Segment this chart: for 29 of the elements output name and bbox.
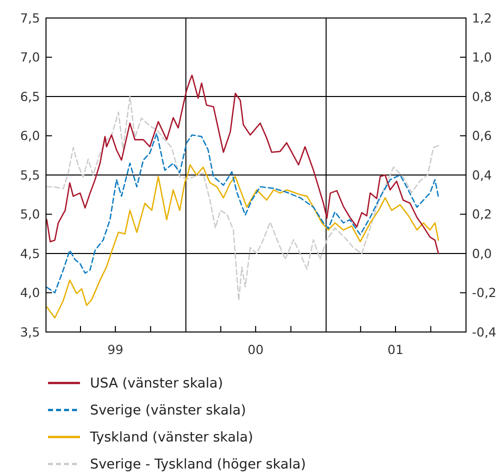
- x-tick-label: 01: [388, 342, 404, 357]
- y-tick-label: 3,5: [20, 324, 40, 340]
- y-tick-label: 5,0: [20, 206, 40, 222]
- y-tick-label: 5,5: [20, 167, 40, 182]
- y2-tick-label: -0,2: [472, 285, 496, 300]
- y-tick-label: 6,5: [20, 88, 40, 104]
- x-tick-label: 00: [248, 342, 264, 357]
- legend-label: Sverige - Tyskland (höger skala): [90, 456, 306, 472]
- x-tick-label: 99: [107, 342, 124, 357]
- y-tick-label: 4,0: [20, 285, 40, 300]
- y-tick-label: 4,5: [20, 246, 40, 261]
- legend-label: Sverige (vänster skala): [90, 402, 246, 419]
- y2-tick-label: 1,2: [472, 10, 492, 26]
- line-series: [46, 132, 440, 294]
- legend-label: USA (vänster skala): [90, 376, 223, 392]
- y2-tick-label: -0,4: [472, 324, 496, 340]
- y2-tick-label: 0,4: [472, 167, 492, 182]
- y2-tick-label: 0,8: [472, 88, 492, 104]
- legend-label: Tyskland (vänster skala): [89, 430, 254, 446]
- y2-tick-label: 0,6: [472, 128, 492, 144]
- line-series: [46, 96, 440, 302]
- y-tick-label: 7,5: [20, 10, 40, 26]
- y2-tick-label: 0,0: [472, 246, 492, 261]
- y-tick-label: 7,0: [20, 50, 40, 65]
- y-tick-label: 6,0: [20, 128, 40, 144]
- y2-tick-label: 0,2: [472, 206, 492, 222]
- line-series: [46, 164, 440, 319]
- line-series: [46, 74, 440, 254]
- y2-tick-label: 1,0: [472, 50, 492, 65]
